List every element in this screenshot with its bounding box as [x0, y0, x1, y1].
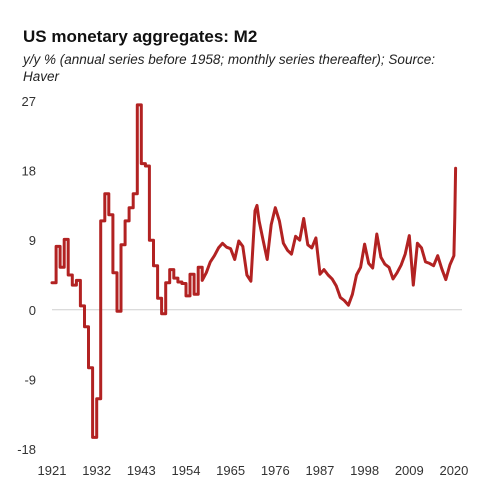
y-tick-label: 0 — [29, 303, 36, 318]
x-tick-label: 2020 — [439, 463, 468, 478]
x-tick-label: 1921 — [38, 463, 67, 478]
x-tick-label: 1943 — [127, 463, 156, 478]
x-tick-label: 1932 — [82, 463, 111, 478]
m2-yoy-line — [50, 103, 458, 439]
y-tick-label: -9 — [24, 372, 36, 387]
y-tick-label: 9 — [29, 233, 36, 248]
y-tick-label: -18 — [17, 442, 36, 457]
x-tick-label: 1976 — [261, 463, 290, 478]
y-tick-label: 18 — [22, 164, 36, 179]
chart-subtitle: y/y % (annual series before 1958; monthl… — [23, 52, 435, 84]
x-tick-label: 1987 — [305, 463, 334, 478]
x-tick-label: 1965 — [216, 463, 245, 478]
x-tick-label: 1954 — [172, 463, 201, 478]
x-tick-label: 2009 — [395, 463, 424, 478]
x-tick-label: 1998 — [350, 463, 379, 478]
chart-title: US monetary aggregates: M2 — [23, 27, 258, 46]
y-tick-label: 27 — [22, 94, 36, 109]
